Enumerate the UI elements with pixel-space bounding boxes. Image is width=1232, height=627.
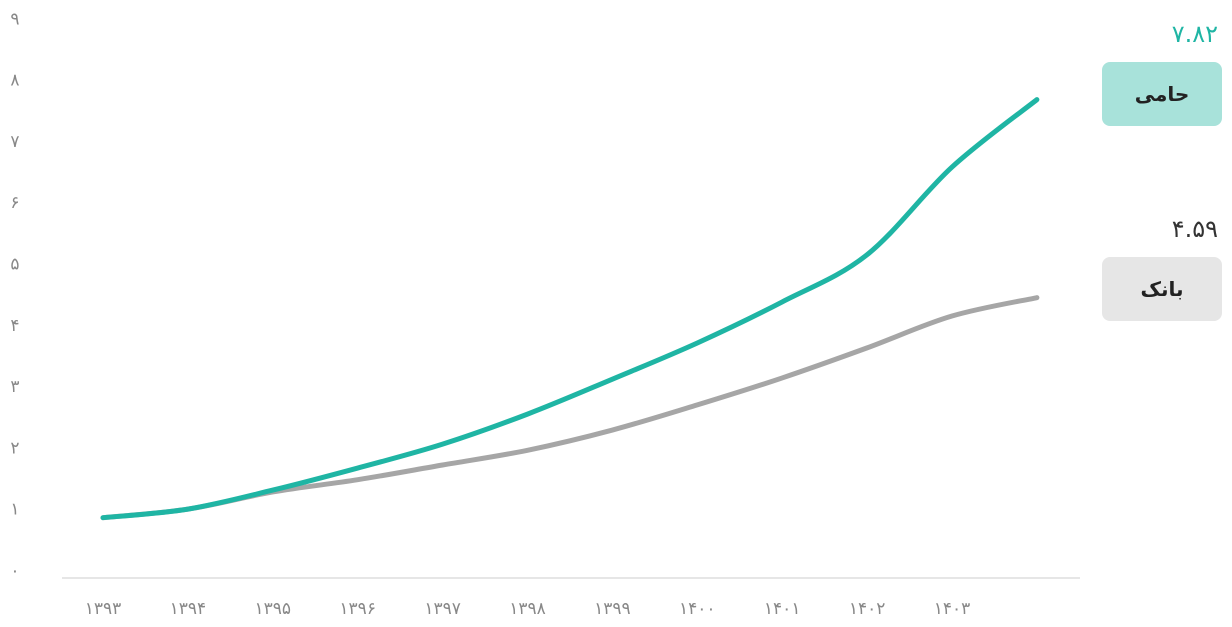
x-tick-label: ۱۳۹۹ [594, 599, 631, 619]
y-tick-label: ۴ [10, 316, 19, 336]
x-tick-label: ۱۳۹۵ [255, 599, 292, 619]
y-tick-label: ۶ [10, 193, 19, 213]
legend-entry: بانک [1102, 257, 1222, 321]
chart: ۰ ۱ ۲ ۳ ۴ ۵ ۶ ۷ ۸ ۹ ۱۳۹۳ ۱۳۹۴ ۱۳۹۵ ۱۳۹۶ ۱۳۹۷ ۱۳۹۸ ۱۳۹۹ ۱۴… [10, 9, 1080, 619]
value-label: ۴.۵۹ [1171, 215, 1218, 243]
x-tick-label: ۱۳۹۴ [170, 599, 207, 619]
x-tick-label: ۱۴۰۲ [849, 599, 886, 619]
x-tick-label: ۱۳۹۶ [339, 599, 376, 619]
x-tick-label: ۱۴۰۱ [764, 599, 801, 619]
y-tick-label: ۱ [10, 500, 19, 520]
x-tick-label: ۱۴۰۳ [934, 599, 971, 619]
line [100, 295, 1040, 521]
y-tick-label: ۰ [10, 561, 19, 581]
x-tick-label: ۱۳۹۳ [85, 599, 122, 619]
y-tick-label: ۳ [10, 377, 19, 397]
y-tick-label: ۲ [10, 438, 19, 458]
y-tick-label: ۹ [10, 9, 19, 29]
value-label: ۷.۸۲ [1171, 20, 1218, 48]
y-tick-label: ۸ [10, 71, 19, 91]
x-tick-label: ۱۳۹۸ [509, 599, 546, 619]
line [100, 97, 1040, 521]
x-tick-label: ۱۳۹۷ [424, 599, 461, 619]
y-tick-label: ۵ [10, 255, 19, 275]
y-tick-label: ۷ [10, 132, 19, 152]
x-tick-label: ۱۴۰۰ [679, 599, 716, 619]
legend-entry: حامی [1102, 62, 1222, 126]
